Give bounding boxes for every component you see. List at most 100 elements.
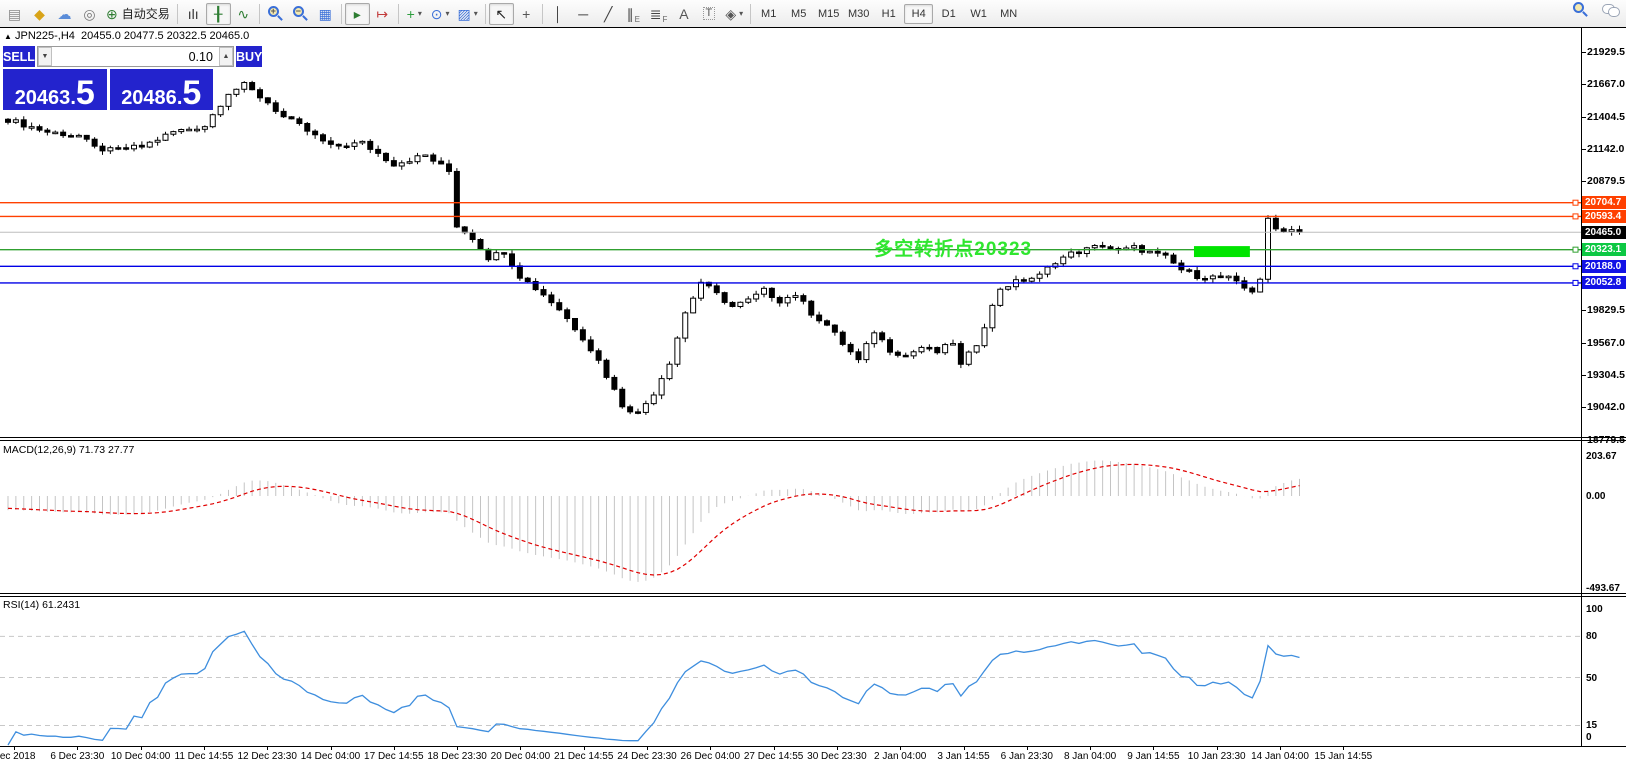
trendline-button[interactable]: ╱ [596,3,621,25]
price-axis-tick [1581,407,1586,409]
autotrading-label: 自动交易 [121,7,170,21]
volume-increase-button[interactable]: ▲ [218,47,233,66]
timeframe-h4-button[interactable]: H4 [904,3,934,24]
price-axis-tick [1581,84,1586,86]
toolbar-separator [484,3,486,24]
rsi-scale-label: 50 [1586,672,1598,684]
time-axis-tick [393,747,395,750]
timeframe-m30-button[interactable]: M30 [847,7,870,20]
chart-shift-button[interactable]: ↦ [370,3,395,25]
timeframe-m5-button[interactable]: M5 [791,7,807,20]
time-axis-label: 10 Dec 04:00 [110,751,171,762]
timeframe-h1-button[interactable]: H1 [881,7,896,20]
search-icon[interactable] [1573,2,1588,17]
auto-scroll-icon: ▸ [353,5,361,22]
new-order-button[interactable]: ▤ [2,3,27,25]
time-axis-tick [330,747,332,750]
macd-scale-label: 0.00 [1586,491,1606,502]
price-axis-tick-label: 21142.0 [1587,142,1625,155]
periods-button[interactable]: ⊙ ▾ [427,3,454,25]
periods-dropdown-icon[interactable]: ▾ [445,9,450,18]
zoom-in-button[interactable]: + [263,3,288,25]
arrows-dropdown-icon[interactable]: ▾ [739,9,744,18]
buy-price-dot: . [176,87,183,109]
equidistant-channel-button[interactable]: ∥ E [621,3,646,25]
chart-ohlc-readout: JPN225-,H4 20455.0 20477.5 20322.5 20465… [15,30,249,42]
time-axis-label: 20 Dec 04:00 [490,751,551,762]
trade-panel-collapse-icon[interactable]: ▲ [4,32,12,41]
sell-price-pip: 5 [75,74,95,113]
price-axis-tick [1581,342,1586,344]
chart-top-border [0,27,1626,28]
autotrading-icon: ⊕ [106,5,118,22]
price-axis-tick-label: 19567.0 [1587,336,1625,349]
timeframe-mn-button[interactable]: MN [1000,7,1018,20]
price-axis-tick-label: 21929.5 [1587,46,1625,58]
equidistant-channel-subscript: E [634,14,640,24]
volume-spinner: ▼ ▲ [36,46,234,67]
time-axis-label: 17 Dec 14:55 [364,751,424,762]
zoom-in-icon: + [267,6,283,21]
time-axis-tick [900,747,902,750]
sell-button[interactable]: SELL [3,46,35,67]
timeframe-m15-button[interactable]: M15 [817,7,840,20]
auto-scroll-button[interactable]: ▸ [344,2,370,25]
horizontal-line-button[interactable]: ─ [571,3,596,25]
time-axis-label: 26 Dec 04:00 [680,751,741,762]
toolbar-separator [340,3,342,24]
macd-pane-separator[interactable] [0,437,1626,441]
text-button[interactable]: A [671,3,696,25]
sell-price-button[interactable]: 20463. 5 [3,69,107,110]
price-level-badge: 20704.7 [1582,196,1626,210]
text-label-button[interactable]: T [696,3,721,25]
price-axis-tick-label: 18779.5 [1587,433,1625,446]
time-axis-tick [773,747,775,750]
market-watch-button[interactable]: ◆ [27,3,52,25]
time-axis-tick [963,747,965,750]
line-chart-button[interactable]: ∿ [231,3,256,25]
volume-input[interactable] [51,47,219,66]
timeframe-d1-button[interactable]: D1 [941,7,956,20]
trendline-icon: ╱ [604,5,613,22]
time-axis-label: 14 Dec 04:00 [300,751,361,762]
autotrading-button[interactable]: ⊕ 自动交易 [102,3,174,25]
candlestick-chart-button[interactable]: ╂ [205,2,231,25]
vertical-line-button[interactable]: │ [546,3,571,25]
time-axis-tick [77,747,79,750]
vertical-line-icon: │ [553,5,563,22]
bar-chart-button[interactable]: ılı [181,3,206,25]
data-window-button[interactable]: ☁ [52,3,77,25]
time-axis-tick [140,747,142,750]
crosshair-button[interactable]: + [514,3,539,25]
price-axis-tick [1581,116,1586,118]
timeframe-w1-button[interactable]: W1 [970,7,987,20]
time-axis-label: 27 Dec 14:55 [743,751,804,762]
new-chart-button[interactable]: + ▾ [402,3,427,25]
tile-windows-button[interactable]: ▦ [313,3,338,25]
time-axis-label: 6 Jan 23:30 [1000,751,1053,762]
buy-price-button[interactable]: 20486. 5 [109,69,213,113]
chat-icon[interactable] [1602,3,1620,17]
zoom-out-button[interactable]: − [288,3,313,25]
new-chart-dropdown-icon[interactable]: ▾ [417,9,422,18]
time-axis-tick [836,747,838,750]
toolbar-separator [541,3,543,24]
buy-button[interactable]: BUY [235,46,263,67]
volume-decrease-button[interactable]: ▼ [37,47,52,66]
fibonacci-button[interactable]: ≣ F [646,3,672,25]
templates-button[interactable]: ▨ ▾ [454,3,482,25]
toolbar: ▤ ◆ ☁ ◎ ⊕ 自动交易 ılı ╂ ∿ + − ▦ ▸ ↦ + ▾ ⊙ ▾ ▨ ▾ ↖ + │ ─ ╱ ∥ E ≣ F A T ◈ ▾ M… [0,0,1626,27]
cursor-button[interactable]: ↖ [488,2,514,25]
timeframe-m1-button[interactable]: M1 [761,7,777,20]
periods-icon: ⊙ [430,5,443,22]
price-axis-tick-label: 21667.0 [1587,78,1625,91]
rsi-pane-separator[interactable] [0,593,1626,597]
toolbar-separator [176,3,178,24]
strategy-navigator-button[interactable]: ◎ [77,3,102,25]
price-axis-tick [1581,439,1586,441]
buy-price-pip: 5 [182,74,202,113]
arrows-button[interactable]: ◈ ▾ [721,3,747,25]
price-level-badge: 20188.0 [1582,259,1626,273]
templates-dropdown-icon[interactable]: ▾ [473,9,478,18]
